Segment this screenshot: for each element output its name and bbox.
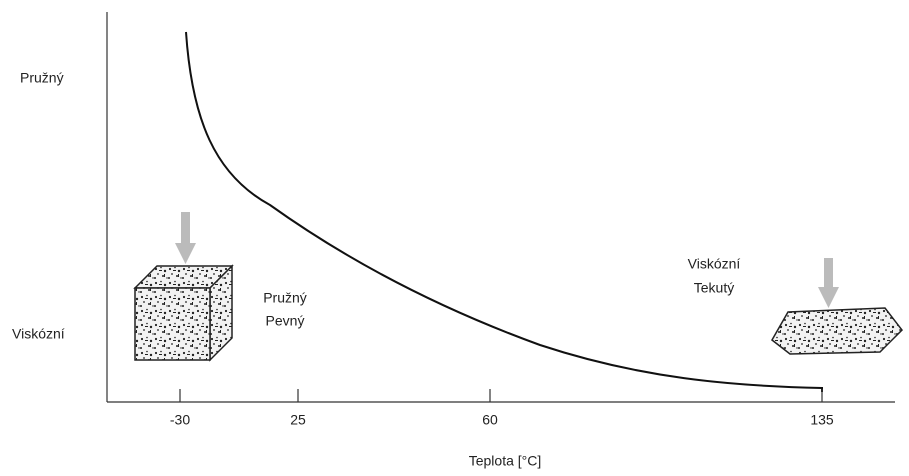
liquid-blob	[772, 308, 902, 354]
liquid-arrow	[818, 258, 839, 308]
behavior-curve	[186, 32, 822, 392]
solid-label: Pružný	[263, 290, 307, 306]
liquid-label: Tekutý	[694, 280, 734, 296]
y-bottom-label: Viskózní	[12, 326, 65, 342]
x-axis-title: Teplota [°C]	[469, 453, 542, 469]
x-tick-label: -30	[170, 412, 190, 428]
solid-label: Pevný	[266, 313, 305, 329]
x-tick-label: 25	[290, 412, 306, 428]
y-top-label: Pružný	[20, 70, 64, 86]
solid-arrow	[175, 212, 196, 264]
x-tick-label: 135	[810, 412, 834, 428]
x-tick-label: 60	[482, 412, 498, 428]
page: Pružný Viskózní Teplota [°C] Pružný Pevn…	[0, 0, 909, 476]
liquid-label: Viskózní	[688, 256, 741, 272]
diagram: Pružný Viskózní Teplota [°C] Pružný Pevn…	[0, 0, 909, 476]
solid-cube	[135, 266, 232, 360]
